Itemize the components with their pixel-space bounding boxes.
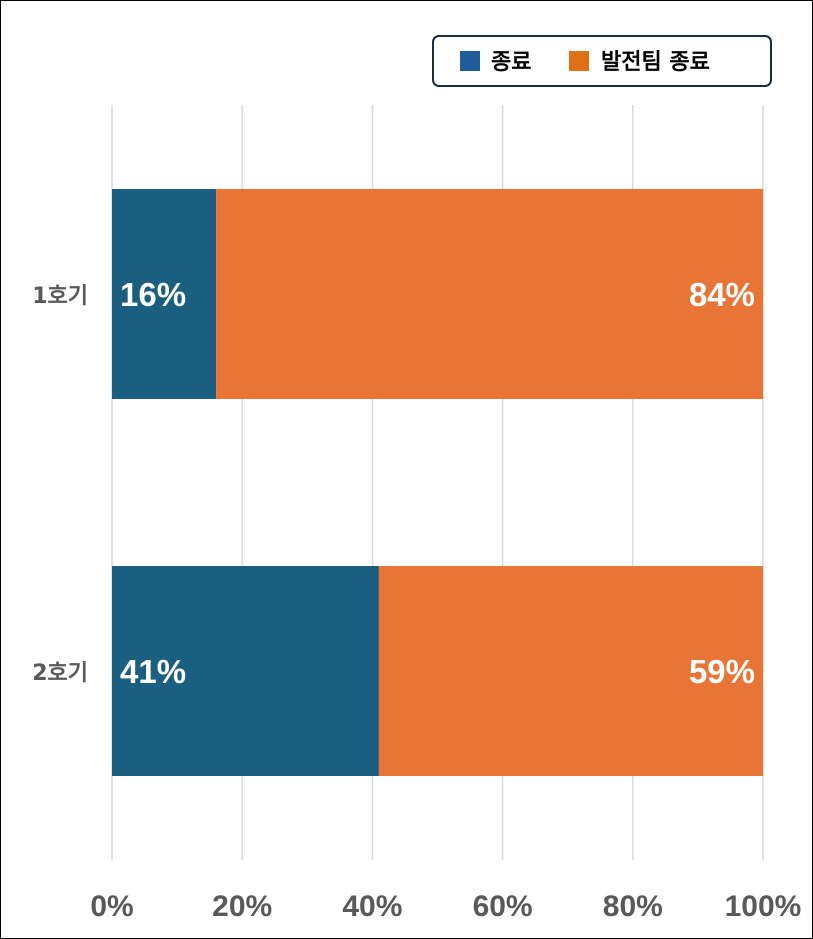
data-label-1-1: 59% bbox=[689, 653, 755, 690]
bar-1-0 bbox=[112, 566, 379, 776]
data-label-0-0: 16% bbox=[120, 276, 186, 313]
legend-label-0: 종료 bbox=[491, 50, 531, 75]
x-tick-label-5: 100% bbox=[725, 890, 802, 923]
bar-0-0 bbox=[112, 189, 217, 399]
x-tick-label-3: 60% bbox=[473, 890, 533, 923]
data-label-1-0: 41% bbox=[120, 653, 186, 690]
legend: 종료 발전팀 종료 bbox=[432, 35, 772, 87]
category-label-1: 2호기 bbox=[32, 661, 88, 686]
legend-swatch-1 bbox=[569, 51, 589, 71]
x-tick-label-0: 0% bbox=[90, 890, 133, 923]
bar-1-1 bbox=[378, 566, 763, 776]
x-axis-ticks: 0% 20% 40% 60% 80% 100% bbox=[90, 890, 801, 923]
bar-0-1 bbox=[216, 189, 763, 399]
category-labels: 1호기 2호기 bbox=[32, 284, 88, 686]
category-label-0: 1호기 bbox=[32, 284, 88, 309]
x-tick-label-2: 40% bbox=[342, 890, 402, 923]
x-tick-label-1: 20% bbox=[212, 890, 272, 923]
legend-label-1: 발전팀 종료 bbox=[601, 50, 710, 75]
legend-swatch-0 bbox=[460, 51, 480, 71]
data-label-0-1: 84% bbox=[689, 276, 755, 313]
x-tick-label-4: 80% bbox=[603, 890, 663, 923]
legend-box bbox=[432, 35, 772, 87]
bars: 16% 84% 41% 59% bbox=[112, 189, 763, 776]
